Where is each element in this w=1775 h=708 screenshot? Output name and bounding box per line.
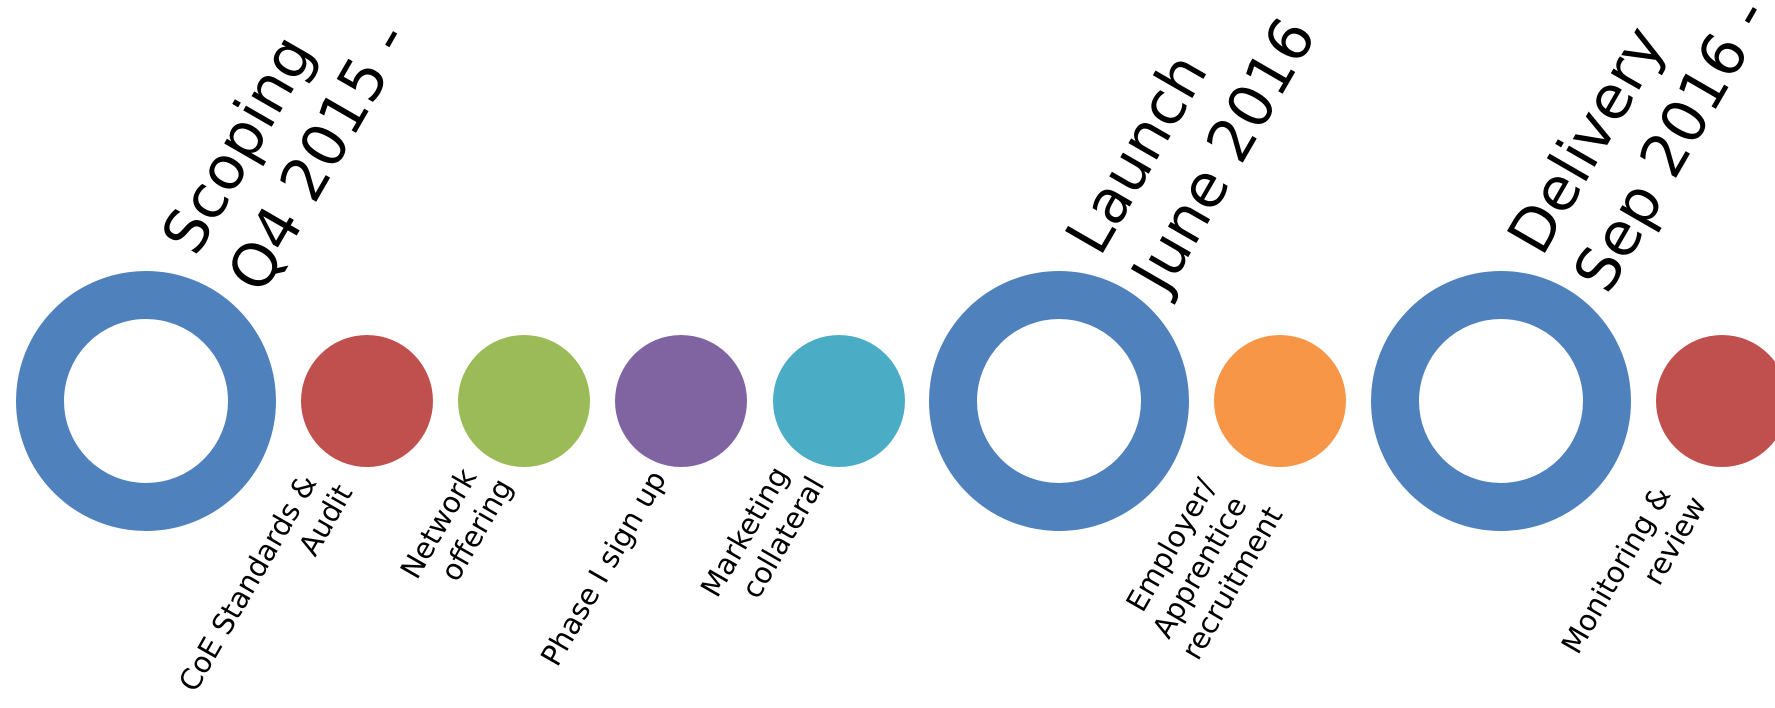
step-label-line: Phase I sign up <box>534 465 673 672</box>
milestone-ring-scoping <box>16 271 276 531</box>
step-dot-marketing-collateral <box>773 335 905 467</box>
milestone-ring-launch <box>929 271 1189 531</box>
step-label-phase-1-sign-up: Phase I sign up <box>534 465 673 672</box>
step-dot-recruitment <box>1214 335 1346 467</box>
step-dot-monitoring-review <box>1656 335 1775 467</box>
step-label-network-offering: Network offering <box>393 455 519 603</box>
milestone-ring-delivery <box>1371 271 1631 531</box>
step-dot-phase-1-sign-up <box>615 335 747 467</box>
step-dot-network-offering <box>458 335 590 467</box>
milestone-title-launch: Launch June 2016 <box>1050 0 1330 307</box>
step-label-marketing-collateral: Marketing collateral <box>694 453 832 621</box>
milestone-title-scoping: Scoping Q4 2015 - <box>148 0 423 303</box>
milestone-title-delivery: Delivery Sep 2016 - <box>1494 0 1775 303</box>
step-dot-coe-standards <box>301 335 433 467</box>
